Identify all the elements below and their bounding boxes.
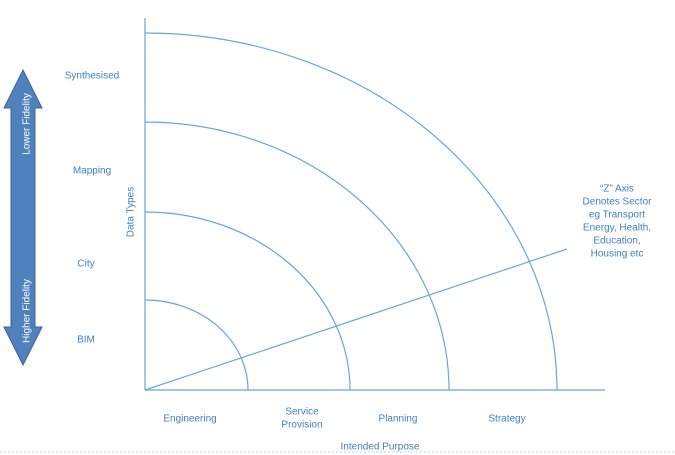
z-axis-line (144, 248, 568, 391)
z-axis-note: Housing etc (591, 249, 644, 260)
fidelity-arrow (3, 68, 43, 367)
arc (144, 121, 450, 391)
x-label: Provision (281, 420, 322, 431)
z-axis-note: eg Transport (589, 210, 645, 221)
x-axis-title: Intended Purpose (341, 442, 420, 453)
x-label: Service (285, 407, 319, 418)
z-axis-note: Denotes Sector (583, 197, 653, 208)
arrow-bottom-label: Higher Fidelity (22, 279, 33, 343)
x-label: Planning (379, 414, 418, 425)
arc (144, 211, 351, 391)
arc (144, 32, 558, 391)
x-label: Strategy (488, 414, 525, 425)
y-label: City (77, 259, 94, 270)
z-axis-note: “Z” Axis (600, 184, 634, 195)
y-axis-title: Data Types (126, 187, 137, 237)
z-axis-note: Energy, Health, (583, 223, 651, 234)
arrow-top-label: Lower Fidelity (22, 93, 33, 155)
y-label: Mapping (73, 166, 111, 177)
z-axis-note: Education, (593, 236, 640, 247)
y-label: Synthesised (65, 71, 119, 82)
y-label: BIM (77, 335, 95, 346)
arc (144, 299, 249, 391)
x-label: Engineering (163, 414, 216, 425)
